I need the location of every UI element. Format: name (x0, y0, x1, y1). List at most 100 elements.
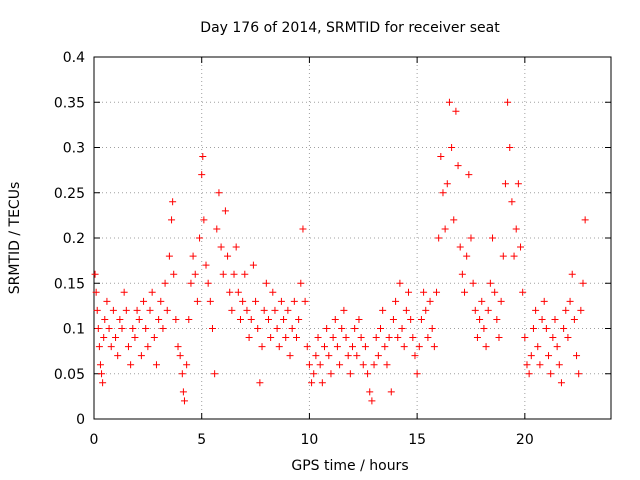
data-point (100, 334, 108, 342)
data-point (389, 315, 397, 323)
data-point (573, 352, 581, 360)
data-point (232, 243, 240, 251)
data-point (127, 361, 135, 369)
data-point (288, 325, 296, 332)
data-point (129, 325, 137, 332)
data-point (176, 352, 184, 360)
data-point (161, 279, 169, 287)
axis-ticks: 0 0.05 0.1 0.15 0.2 0.25 0.3 0.35 0.4 0 5 10 15 20 (54, 50, 611, 448)
data-point (219, 270, 227, 278)
data-point (172, 315, 180, 323)
data-point (258, 343, 266, 351)
data-point (510, 252, 518, 260)
data-point (534, 343, 542, 351)
data-point (320, 343, 328, 351)
data-point (98, 370, 106, 378)
data-point (424, 334, 432, 342)
data-point (199, 153, 207, 161)
data-point (417, 315, 425, 323)
data-point (152, 361, 160, 369)
data-point (570, 315, 578, 323)
data-point (342, 334, 350, 342)
data-point (420, 288, 428, 296)
data-point (180, 397, 188, 405)
data-point (99, 379, 107, 387)
data-point (473, 334, 481, 342)
y-tick-label: 0.1 (63, 322, 85, 338)
data-point (191, 270, 199, 278)
data-point (292, 334, 300, 342)
data-point (409, 334, 417, 342)
data-point (327, 370, 335, 378)
data-point (336, 361, 344, 369)
data-point (168, 216, 176, 224)
data-point (112, 334, 120, 342)
data-point (456, 243, 464, 251)
data-point (260, 306, 268, 314)
y-tick-label: 0.05 (54, 367, 85, 383)
data-point (484, 306, 492, 314)
data-point (405, 288, 413, 296)
data-point (299, 225, 307, 233)
y-tick-label: 0.3 (63, 141, 85, 157)
data-point (493, 315, 501, 323)
data-point (448, 144, 456, 151)
plot-frame (93, 56, 612, 420)
data-point (542, 325, 550, 332)
data-point (208, 325, 216, 332)
data-point (331, 315, 339, 323)
data-point (497, 297, 505, 305)
data-point (381, 343, 389, 351)
data-point (206, 297, 214, 305)
data-point (155, 315, 163, 323)
data-point (124, 343, 132, 351)
data-point (344, 352, 352, 360)
data-point (340, 306, 348, 314)
data-point (467, 234, 475, 242)
data-point (536, 361, 544, 369)
data-point (545, 352, 553, 360)
data-point (514, 180, 522, 188)
data-point (252, 297, 260, 305)
data-point (103, 297, 111, 305)
data-point (476, 315, 484, 323)
data-point (489, 234, 497, 242)
data-point (269, 288, 277, 296)
data-point (133, 306, 141, 314)
data-point (450, 216, 458, 224)
data-point (96, 361, 104, 369)
data-point (94, 325, 102, 332)
data-point (131, 334, 139, 342)
data-point (148, 288, 156, 296)
data-point (179, 388, 187, 396)
data-point (392, 297, 400, 305)
data-point (275, 343, 283, 351)
data-point (564, 334, 572, 342)
data-point (280, 315, 288, 323)
data-point (504, 98, 512, 106)
data-point (301, 297, 309, 305)
data-point (256, 379, 264, 387)
data-point (150, 334, 158, 342)
data-point (243, 306, 251, 314)
data-point (159, 325, 167, 332)
data-point (435, 234, 443, 242)
data-point (385, 334, 393, 342)
data-point (264, 315, 272, 323)
data-point (297, 279, 305, 287)
data-point (245, 334, 253, 342)
data-point (508, 198, 516, 206)
data-point (469, 279, 477, 287)
data-point (527, 352, 535, 360)
data-point (415, 343, 423, 351)
data-point (325, 352, 333, 360)
data-point (305, 361, 313, 369)
x-axis-label: GPS time / hours (291, 458, 408, 474)
data-point (284, 306, 292, 314)
data-point (517, 243, 525, 251)
data-point (398, 325, 406, 332)
data-point (217, 243, 225, 251)
data-point (422, 306, 430, 314)
data-point (351, 325, 359, 332)
data-point (465, 171, 473, 179)
